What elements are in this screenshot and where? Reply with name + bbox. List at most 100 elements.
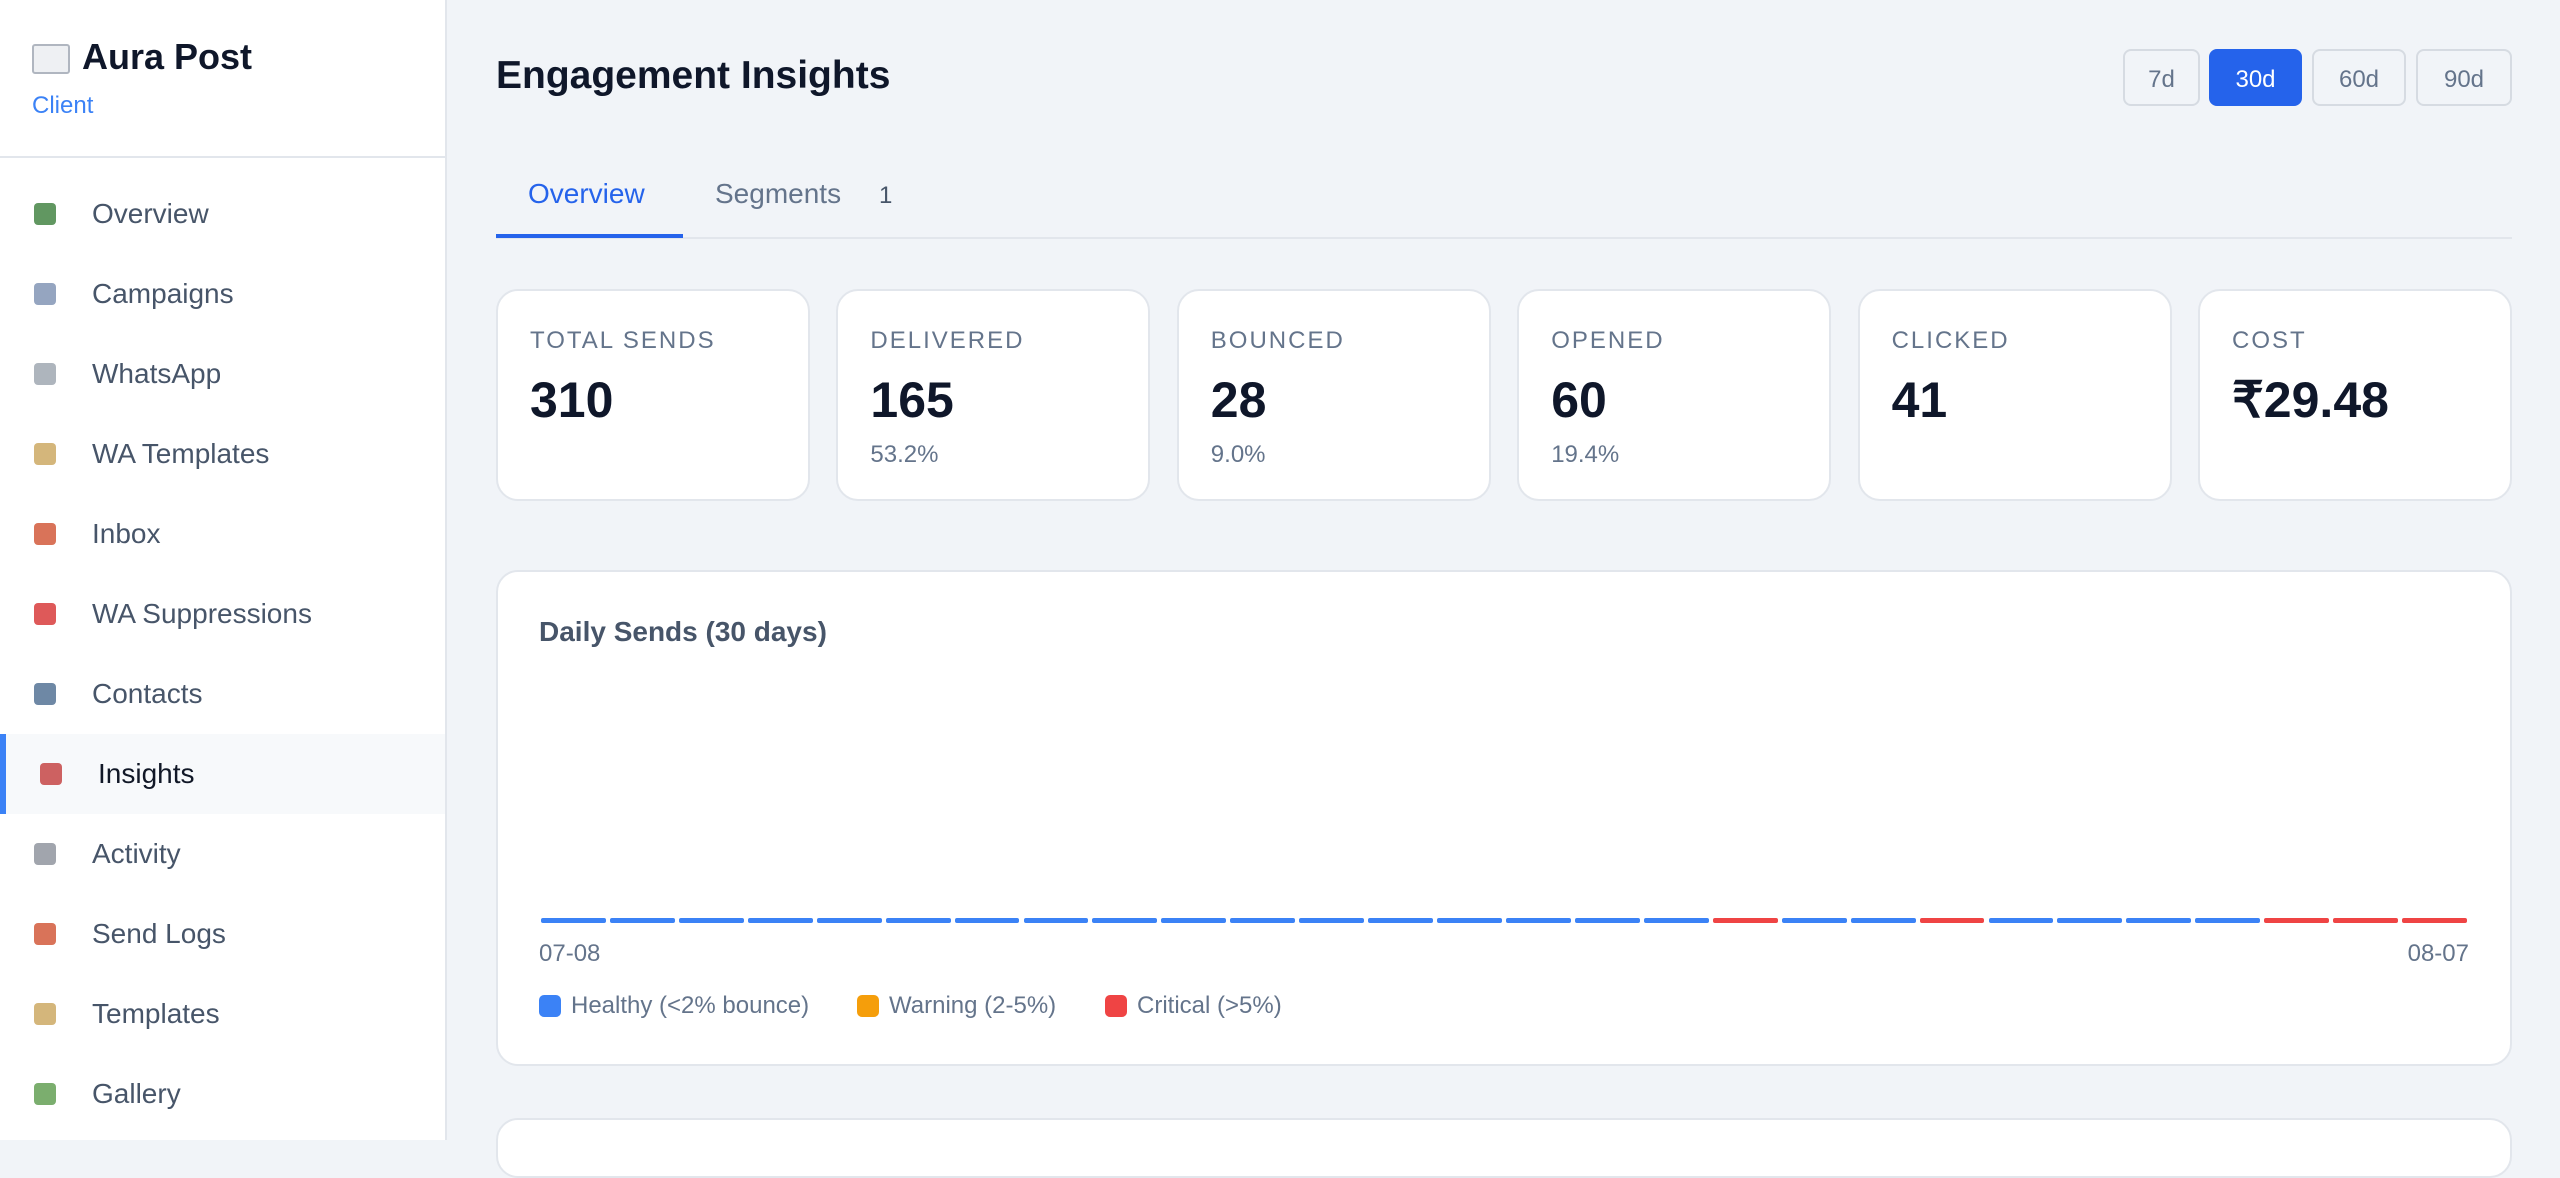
chart-card: Daily Sends (30 days) 07-08 08-07 Health… — [496, 570, 2512, 1066]
stat-sub: 53.2% — [870, 441, 939, 468]
bar — [1574, 918, 1640, 923]
bar — [2195, 918, 2261, 923]
stat-label: BOUNCED — [1210, 327, 1345, 354]
bar — [609, 918, 675, 923]
nav-item[interactable]: Send Logs — [0, 894, 445, 974]
stat-sub: 19.4% — [1551, 441, 1620, 468]
bar — [1230, 918, 1296, 923]
bar — [1781, 918, 1847, 923]
bar — [2333, 918, 2399, 923]
nav-label: Send Logs — [92, 918, 226, 949]
nav-label: Contacts — [92, 678, 203, 709]
bar — [1299, 918, 1365, 923]
stat-card: DELIVERED 165 53.2% — [836, 289, 1151, 501]
range-button[interactable]: 30d — [2209, 49, 2302, 106]
nav-icon — [34, 923, 56, 945]
range-button[interactable]: 90d — [2416, 49, 2512, 106]
stat-value: 41 — [1891, 372, 1948, 428]
sidebar: Aura Post Client Overview Campaigns WhatsA… — [0, 0, 447, 1140]
bar — [1988, 918, 2054, 923]
nav-label: WA Templates — [92, 438, 270, 469]
nav-item[interactable]: WA Suppressions — [0, 574, 445, 654]
x-end: 08-07 — [2407, 940, 2469, 967]
bar — [1850, 918, 1916, 923]
nav-label: WA Suppressions — [92, 598, 312, 629]
range-button[interactable]: 60d — [2312, 49, 2406, 106]
nav-item[interactable]: Campaigns — [0, 254, 445, 334]
nav-icon — [34, 443, 56, 465]
legend-label: Healthy (<2% bounce) — [571, 992, 810, 1019]
nav-icon — [34, 603, 56, 625]
nav-item[interactable]: WA Templates — [0, 414, 445, 494]
tab-count: 1 — [879, 182, 893, 209]
next-card — [496, 1118, 2512, 1178]
tab-label: Overview — [528, 178, 645, 209]
divider — [0, 156, 445, 158]
nav-icon — [34, 843, 56, 865]
stat-label: DELIVERED — [870, 327, 1025, 354]
bar — [1919, 918, 1985, 923]
tab-underline — [496, 234, 683, 238]
legend-label: Critical (>5%) — [1137, 992, 1282, 1019]
stat-label: TOTAL SENDS — [530, 327, 716, 354]
bar — [1161, 918, 1227, 923]
stat-value: 165 — [870, 372, 954, 428]
stat-card: BOUNCED 28 9.0% — [1176, 289, 1491, 501]
bar — [816, 918, 882, 923]
nav-item[interactable]: Contacts — [0, 654, 445, 734]
role: Client — [32, 92, 94, 119]
stat-card: OPENED 60 19.4% — [1517, 289, 1832, 501]
nav-item[interactable]: Activity — [0, 814, 445, 894]
bar — [541, 918, 606, 923]
nav-label: Gallery — [92, 1078, 181, 1109]
bar — [1643, 918, 1709, 923]
nav-icon — [40, 763, 62, 785]
bar — [1368, 918, 1434, 923]
bar — [1712, 918, 1778, 923]
bar — [885, 918, 951, 923]
stat-value: 60 — [1551, 372, 1607, 428]
nav-item[interactable]: Overview — [0, 174, 445, 254]
stat-card: COST ₹29.48 — [2198, 289, 2512, 501]
bar — [747, 918, 813, 923]
legend-swatch — [539, 995, 561, 1017]
bar — [2264, 918, 2330, 923]
nav-label: Insights — [98, 758, 195, 789]
bar — [678, 918, 744, 923]
range-button[interactable]: 7d — [2123, 49, 2200, 106]
stat-label: COST — [2232, 327, 2307, 354]
nav-item[interactable]: WhatsApp — [0, 334, 445, 414]
nav-icon — [34, 283, 56, 305]
nav-label: Overview — [92, 198, 209, 229]
legend-swatch — [1105, 995, 1127, 1017]
legend-swatch — [857, 995, 879, 1017]
bar — [2057, 918, 2123, 923]
nav-icon — [34, 1083, 56, 1105]
nav-icon — [34, 203, 56, 225]
bar — [1023, 918, 1089, 923]
x-start: 07-08 — [539, 940, 601, 967]
nav-item[interactable]: Insights — [0, 734, 445, 814]
nav-item[interactable]: Gallery — [0, 1054, 445, 1134]
brand: Aura Post — [82, 36, 253, 77]
chart-title: Daily Sends (30 days) — [539, 616, 827, 647]
stat-sub: 9.0% — [1210, 441, 1266, 468]
nav-item[interactable]: Templates — [0, 974, 445, 1054]
tab-divider — [496, 237, 2512, 239]
stat-value: ₹29.48 — [2232, 372, 2389, 428]
nav-icon — [34, 363, 56, 385]
bar — [2126, 918, 2192, 923]
nav-icon — [34, 683, 56, 705]
bar — [2402, 918, 2467, 923]
stat-card: TOTAL SENDS 310 — [496, 289, 810, 501]
nav-label: WhatsApp — [92, 358, 222, 389]
stat-label: OPENED — [1551, 327, 1665, 354]
tab-label: Segments — [715, 178, 842, 209]
bar — [1506, 918, 1571, 923]
nav-label: Inbox — [92, 518, 161, 549]
page-title: Engagement Insights — [496, 54, 891, 97]
nav-item[interactable]: Inbox — [0, 494, 445, 574]
nav-icon — [34, 1003, 56, 1025]
brand-icon — [32, 44, 70, 74]
